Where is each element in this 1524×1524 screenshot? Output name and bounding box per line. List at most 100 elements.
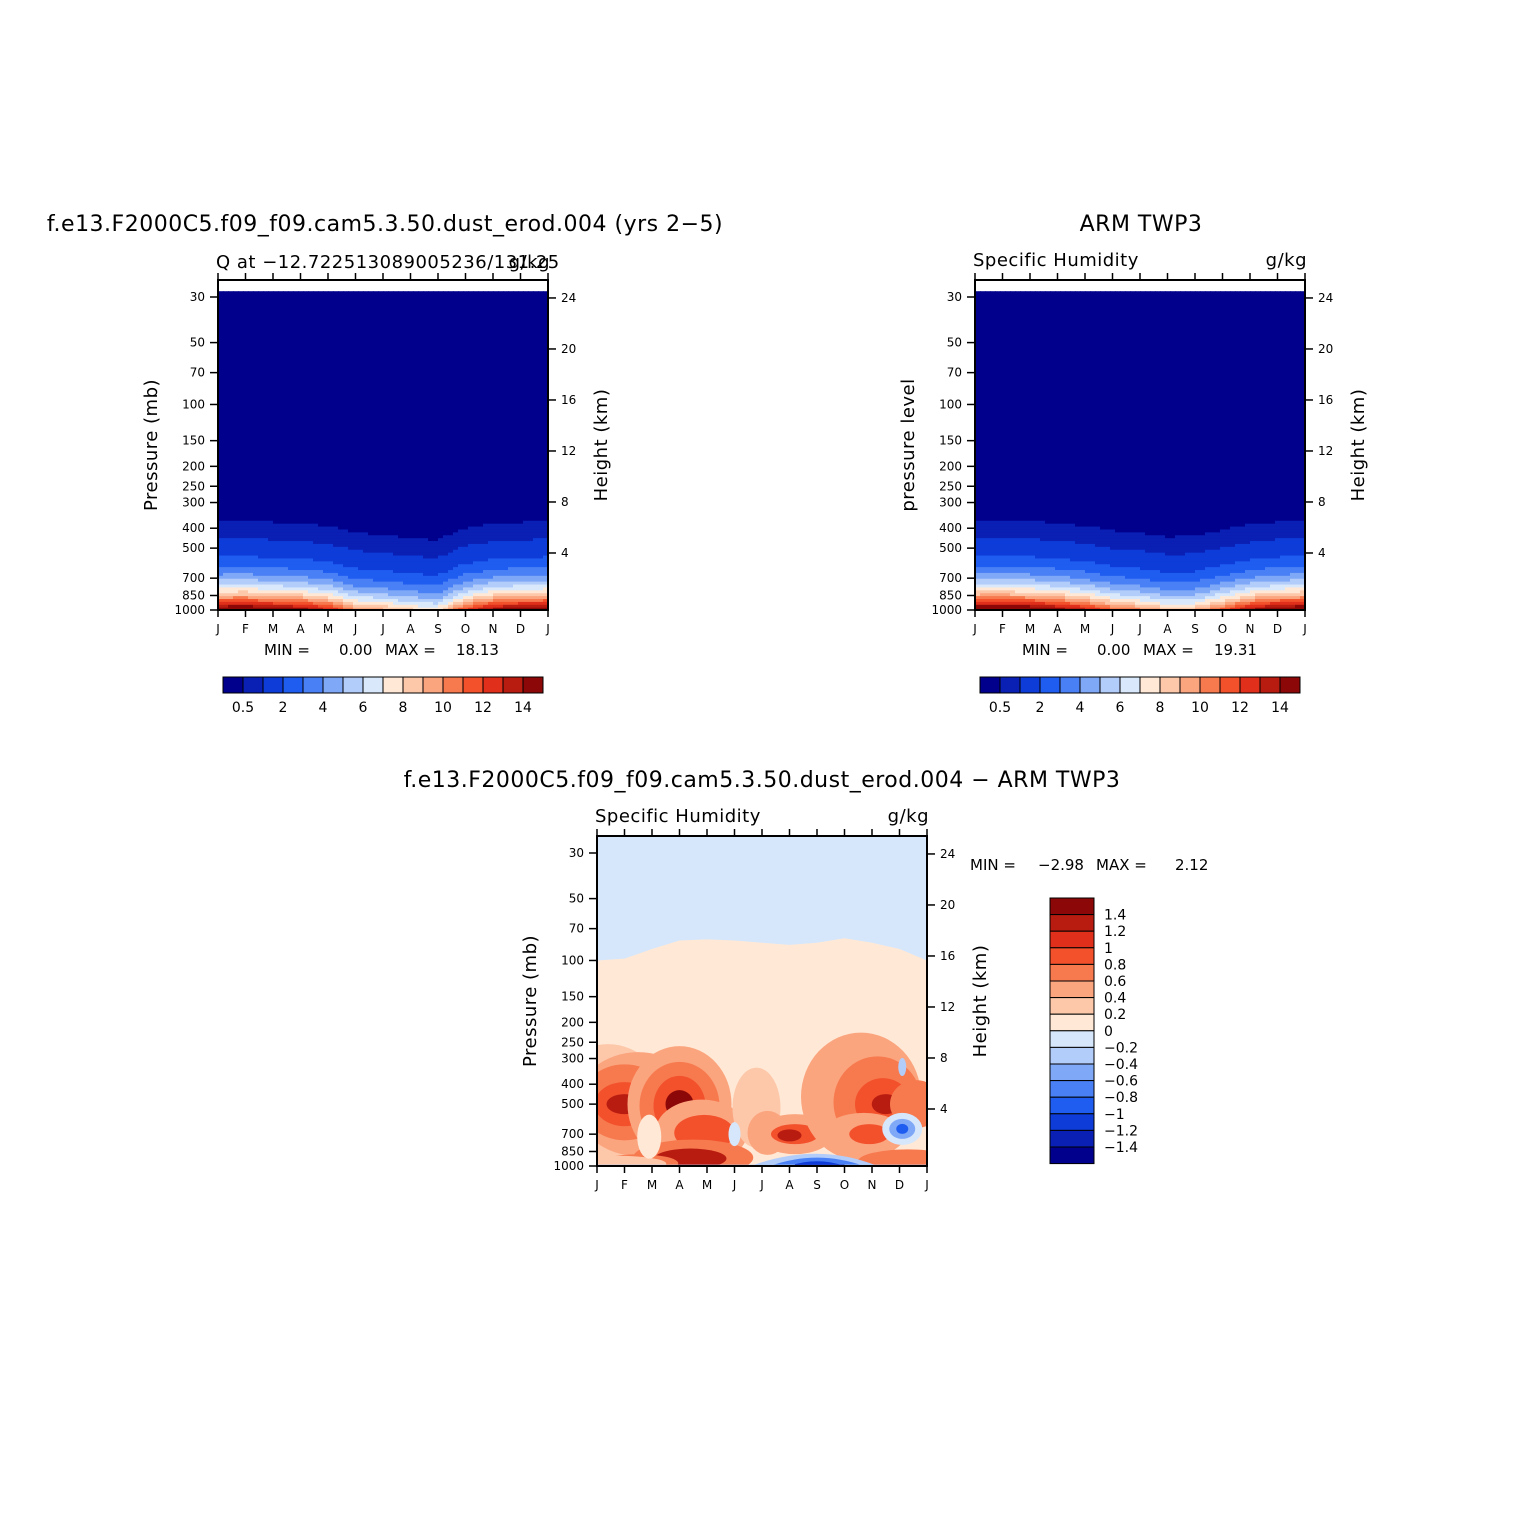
field-cell xyxy=(388,398,394,402)
field-cell xyxy=(393,354,399,359)
field-cell xyxy=(223,494,229,498)
field-cell xyxy=(313,346,319,350)
field-cell xyxy=(348,407,354,411)
field-cell xyxy=(338,552,344,556)
field-cell xyxy=(333,607,339,611)
field-cell xyxy=(413,412,419,417)
field-cell xyxy=(418,323,424,327)
field-cell xyxy=(283,494,289,498)
field-cell xyxy=(308,302,314,307)
field-cell xyxy=(438,502,444,507)
field-cell xyxy=(293,566,299,571)
field-cell xyxy=(403,569,409,573)
field-cell xyxy=(288,586,294,591)
field-cell xyxy=(363,502,369,507)
field-cell xyxy=(333,563,339,568)
field-cell xyxy=(433,404,439,408)
field-cell xyxy=(243,352,249,356)
field-cell xyxy=(223,476,229,481)
field-cell xyxy=(413,540,419,544)
field-cell xyxy=(358,441,364,446)
field-cell xyxy=(388,520,394,524)
field-cell xyxy=(398,297,404,301)
field-cell xyxy=(358,392,364,397)
field-cell xyxy=(418,540,424,544)
field-cell xyxy=(258,592,264,597)
field-cell xyxy=(363,557,369,562)
field-cell xyxy=(328,456,334,460)
field-cell xyxy=(348,386,354,391)
field-cell xyxy=(333,340,339,344)
field-cell xyxy=(353,520,359,524)
field-cell xyxy=(368,299,374,304)
field-cell xyxy=(263,410,269,414)
field-cell xyxy=(398,378,404,382)
field-cell xyxy=(438,537,444,542)
field-cell xyxy=(413,441,419,446)
field-cell xyxy=(333,465,339,469)
field-cell xyxy=(413,424,419,429)
field-cell xyxy=(423,375,429,379)
field-cell xyxy=(253,331,259,336)
field-cell xyxy=(233,467,239,472)
field-cell xyxy=(423,514,429,518)
field-cell xyxy=(243,354,249,359)
field-cell xyxy=(243,343,249,347)
field-cell xyxy=(433,476,439,481)
field-cell xyxy=(218,485,224,489)
field-cell xyxy=(348,352,354,356)
field-cell xyxy=(268,349,274,353)
field-cell xyxy=(253,560,259,565)
field-cell xyxy=(368,430,374,434)
field-cell xyxy=(418,517,424,521)
field-cell xyxy=(423,499,429,504)
field-cell xyxy=(418,554,424,559)
field-cell xyxy=(243,427,249,431)
field-cell xyxy=(218,415,224,420)
field-cell xyxy=(278,360,284,365)
field-cell xyxy=(413,543,419,547)
field-cell xyxy=(343,378,349,382)
field-cell xyxy=(343,314,349,318)
field-cell xyxy=(413,369,419,373)
field-cell xyxy=(333,410,339,414)
field-cell xyxy=(278,586,284,591)
field-cell xyxy=(413,459,419,463)
field-cell xyxy=(358,410,364,414)
field-cell xyxy=(363,430,369,434)
field-cell xyxy=(263,560,269,565)
field-cell xyxy=(413,514,419,518)
field-cell xyxy=(348,520,354,524)
field-cell xyxy=(403,456,409,460)
field-cell xyxy=(383,317,389,321)
field-cell xyxy=(433,424,439,429)
field-cell xyxy=(248,349,254,353)
field-cell xyxy=(298,586,304,591)
field-cell xyxy=(358,496,364,501)
field-cell xyxy=(408,389,414,394)
field-cell xyxy=(308,491,314,495)
field-cell xyxy=(388,566,394,571)
field-cell xyxy=(238,430,244,434)
field-cell xyxy=(318,601,324,605)
field-cell xyxy=(308,520,314,524)
field-cell xyxy=(278,488,284,492)
field-cell xyxy=(313,352,319,356)
field-cell xyxy=(228,511,234,515)
field-cell xyxy=(358,572,364,576)
field-cell xyxy=(348,534,354,539)
field-cell xyxy=(398,375,404,379)
field-cell xyxy=(258,482,264,486)
field-cell xyxy=(318,328,324,333)
field-cell xyxy=(268,453,274,458)
field-cell xyxy=(373,549,379,553)
field-cell xyxy=(228,381,234,385)
field-cell xyxy=(333,337,339,342)
field-cell xyxy=(343,369,349,373)
field-cell xyxy=(428,534,434,539)
field-cell xyxy=(308,485,314,489)
field-cell xyxy=(303,441,309,446)
field-cell xyxy=(293,320,299,324)
field-cell xyxy=(238,476,244,481)
field-cell xyxy=(223,531,229,536)
